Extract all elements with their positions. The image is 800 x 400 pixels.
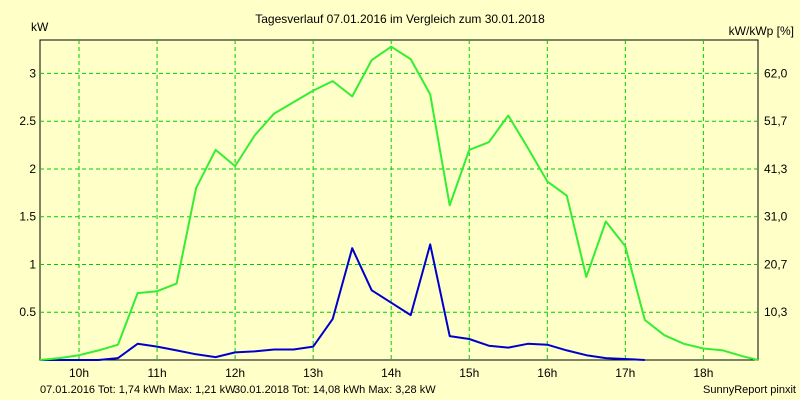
footer-credit: SunnyReport pinxit [703, 384, 796, 396]
grid [40, 40, 758, 360]
y-tick-label-left: 3 [29, 66, 36, 80]
y-axis-left-label: kW [31, 20, 49, 34]
y-tick-label-left: 0.5 [19, 305, 36, 319]
plot-area [39, 39, 759, 361]
y-tick-label-left: 2.5 [19, 114, 36, 128]
y-tick-label-left: 1.5 [19, 210, 36, 224]
y-tick-label-right: 20,7 [764, 257, 788, 271]
x-tick-label: 14h [381, 366, 401, 380]
y-tick-label-right: 41,3 [764, 162, 788, 176]
series-line-2016 [40, 243, 645, 361]
y-axis-right-label: kW/kWp [%] [729, 24, 794, 38]
x-tick-label: 16h [537, 366, 557, 380]
footer-2018-summary: 30.01.2018 Tot: 14,08 kWh Max: 3,28 kW [234, 384, 436, 396]
chart-title: Tagesverlauf 07.01.2016 im Vergleich zum… [255, 12, 545, 26]
x-tick-label: 18h [693, 366, 713, 380]
x-tick-label: 12h [225, 366, 245, 380]
y-tick-label-right: 51,7 [764, 114, 788, 128]
y-tick-label-left: 2 [29, 162, 36, 176]
series-group [39, 45, 759, 361]
y-tick-label-right: 31,0 [764, 210, 788, 224]
y-tick-label-left: 1 [29, 257, 36, 271]
x-tick-label: 17h [615, 366, 635, 380]
series-line-2018 [39, 45, 759, 361]
footer-2016-summary: 07.01.2016 Tot: 1,74 kWh Max: 1,21 kW [40, 384, 236, 396]
x-tick-label: 11h [147, 366, 166, 380]
x-tick-label: 15h [459, 366, 479, 380]
tick-labels: 10h 11h 12h 13h 14h 15h 16h 17h 18h 0.5 10,3 1 20,7 1… [19, 66, 787, 380]
x-tick-label: 13h [303, 366, 323, 380]
y-tick-label-right: 62,0 [764, 66, 788, 80]
y-tick-label-right: 10,3 [764, 305, 788, 319]
x-tick-label: 10h [69, 366, 89, 380]
